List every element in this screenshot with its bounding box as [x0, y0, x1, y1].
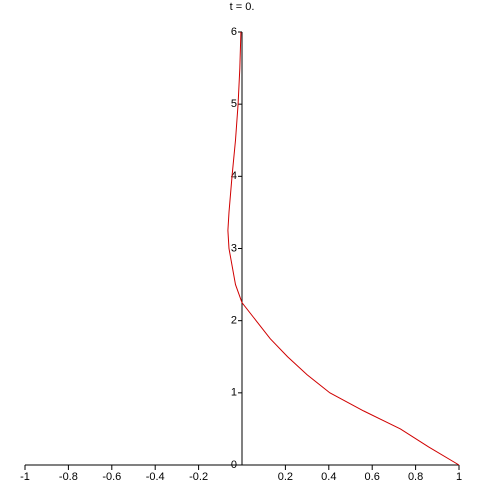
- y-tick-label: 5: [231, 98, 237, 110]
- x-tick-label: -0.6: [102, 471, 121, 483]
- x-tick-label: 0.8: [408, 471, 423, 483]
- x-tick-label: 0.2: [278, 471, 293, 483]
- y-tick-label: 4: [231, 170, 237, 182]
- y-tick-label: 3: [231, 242, 237, 254]
- y-tick-label: 0: [231, 459, 237, 471]
- x-tick-label: -1: [20, 471, 30, 483]
- y-tick-label: 1: [231, 387, 237, 399]
- x-tick-label: 1: [456, 471, 462, 483]
- y-tick-label: 2: [231, 315, 237, 327]
- curve: [227, 31, 460, 466]
- x-tick-label: -0.2: [189, 471, 208, 483]
- x-tick-label: -0.8: [59, 471, 78, 483]
- chart-title: t = 0.: [230, 1, 255, 13]
- y-tick-label: 6: [231, 26, 237, 38]
- x-tick-label: 0.6: [365, 471, 380, 483]
- x-tick-label: -0.4: [146, 471, 165, 483]
- x-tick-label: 0.4: [321, 471, 336, 483]
